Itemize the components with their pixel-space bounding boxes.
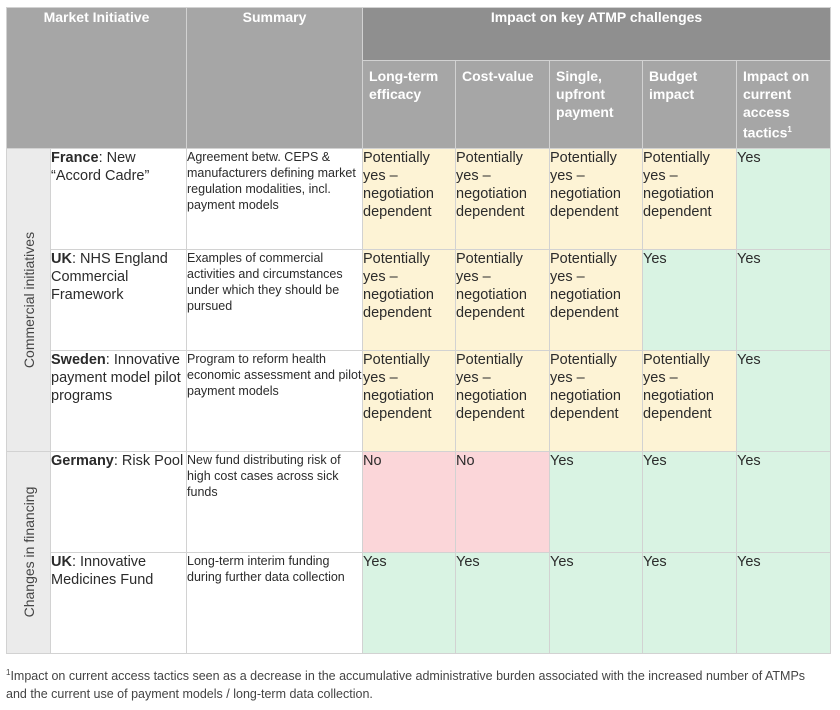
impact-cell: Potentially yes – negotiation dependent xyxy=(642,147,738,250)
table-row-sweden: Sweden: Innovative payment model pilot p… xyxy=(7,349,832,452)
initiative-cell: Sweden: Innovative payment model pilot p… xyxy=(49,349,188,452)
table-row-uk-nhs: UK: NHS England Commercial Framework Exa… xyxy=(7,248,832,351)
group-label: Commercial initiatives xyxy=(20,231,37,368)
impact-cell: Yes xyxy=(736,551,832,654)
initiative-country: UK xyxy=(51,553,72,570)
impact-cell: Potentially yes – negotiation dependent xyxy=(642,349,738,452)
impact-cell: Yes xyxy=(736,147,832,250)
impact-cell: Potentially yes – negotiation dependent xyxy=(549,147,644,250)
table-row-france: Commercial initiatives France: New “Acco… xyxy=(6,147,832,452)
impact-cell: Potentially yes – negotiation dependent xyxy=(362,147,457,250)
impact-cell: Potentially yes – negotiation dependent xyxy=(362,349,457,452)
initiative-cell: France: New “Accord Cadre” xyxy=(49,147,188,250)
initiative-cell: Germany: Risk Pool xyxy=(49,450,188,553)
header-footnote-marker: 1 xyxy=(787,125,792,134)
header-budget-impact: Budget impact xyxy=(642,60,738,149)
impact-cell: Potentially yes – negotiation dependent xyxy=(455,349,551,452)
initiative-country: France xyxy=(51,149,99,166)
group-label: Changes in financing xyxy=(20,486,37,618)
market-initiatives-table: Market Initiative Summary Impact on key … xyxy=(5,7,832,654)
header-impact-group: Impact on key ATMP challenges xyxy=(362,7,832,61)
group-changes-in-financing: Changes in financing xyxy=(6,450,51,654)
header-long-term-efficacy: Long-term efficacy xyxy=(362,60,457,149)
header-summary: Summary xyxy=(186,7,364,149)
summary-cell: Long-term interim funding during further… xyxy=(186,551,364,654)
impact-cell: Yes xyxy=(549,551,644,654)
impact-cell: Potentially yes – negotiation dependent xyxy=(455,147,551,250)
impact-cell: Yes xyxy=(642,248,738,351)
impact-cell: Potentially yes – negotiation dependent xyxy=(549,248,644,351)
summary-cell: Program to reform health economic assess… xyxy=(186,349,364,452)
header-single-upfront-payment: Single, upfront payment xyxy=(549,60,644,149)
initiative-country: Sweden xyxy=(51,351,106,368)
initiative-name: : New “Accord Cadre” xyxy=(51,149,150,184)
footnote-marker: 1 xyxy=(6,668,11,677)
initiative-name: : Innovative payment model pilot program… xyxy=(51,351,181,404)
impact-cell: Potentially yes – negotiation dependent xyxy=(362,248,457,351)
impact-cell: No xyxy=(455,450,551,553)
initiative-cell: UK: NHS England Commercial Framework xyxy=(49,248,188,351)
initiative-country: Germany xyxy=(51,452,114,469)
impact-cell: Yes xyxy=(736,248,832,351)
footnote: 1Impact on current access tactics seen a… xyxy=(6,664,826,703)
summary-cell: Agreement betw. CEPS & manufacturers def… xyxy=(186,147,364,250)
impact-cell: Potentially yes – negotiation dependent xyxy=(455,248,551,351)
footnote-text: Impact on current access tactics seen as… xyxy=(6,669,806,702)
summary-cell: New fund distributing risk of high cost … xyxy=(186,450,364,553)
header-access-tactics: Impact on current access tactics1 xyxy=(736,60,832,149)
impact-cell: Potentially yes – negotiation dependent xyxy=(549,349,644,452)
header-market-initiative: Market Initiative xyxy=(5,7,188,149)
initiative-name: : NHS England Commercial Framework xyxy=(51,250,168,303)
initiative-country: UK xyxy=(51,250,72,267)
impact-cell: Yes xyxy=(642,450,738,553)
impact-cell: Yes xyxy=(549,450,644,553)
header-cost-value: Cost-value xyxy=(455,60,551,149)
initiative-name: : Risk Pool xyxy=(113,452,184,469)
impact-cell: Yes xyxy=(736,450,832,553)
table-row-uk-imf: UK: Innovative Medicines Fund Long-term … xyxy=(7,551,832,654)
table-row-germany: Changes in financing Germany: Risk Pool … xyxy=(6,450,832,654)
header-access-tactics-label: Impact on current access tactics xyxy=(743,68,810,141)
impact-cell: Yes xyxy=(736,349,832,452)
impact-cell: Yes xyxy=(642,551,738,654)
initiative-name: : Innovative Medicines Fund xyxy=(51,553,154,588)
impact-cell: Yes xyxy=(362,551,457,654)
impact-cell: Yes xyxy=(455,551,551,654)
summary-cell: Examples of commercial activities and ci… xyxy=(186,248,364,351)
impact-cell: No xyxy=(362,450,457,553)
initiative-cell: UK: Innovative Medicines Fund xyxy=(49,551,188,654)
group-commercial-initiatives: Commercial initiatives xyxy=(6,147,51,452)
